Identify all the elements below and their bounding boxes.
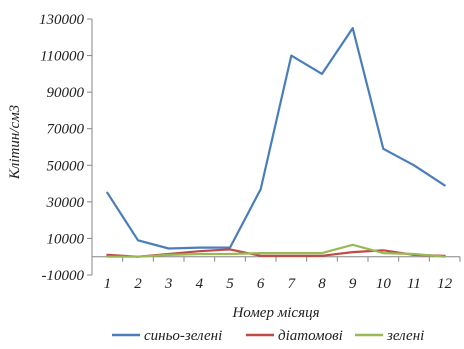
x-tick-label: 4	[196, 276, 204, 292]
legend: синьо-зелені діатомові зелені	[112, 328, 424, 344]
y-tick-label: 90000	[47, 85, 85, 101]
x-tick-label: 3	[164, 276, 173, 292]
x-tick-label: 10	[376, 276, 392, 292]
y-axis: -10000 10000 30000 50000 70000 90000 110000 130…	[39, 12, 93, 284]
x-axis-title: Номер місяця	[231, 305, 319, 321]
x-axis: 1 2 3 4 5 6 7 8 9 10 11 12	[91, 256, 461, 292]
y-tick-label: 10000	[47, 231, 85, 247]
y-tick-label: -10000	[42, 268, 85, 284]
x-tick-label: 12	[437, 276, 453, 292]
y-axis-title: Клітин/см3	[7, 105, 23, 180]
series-line-1	[106, 27, 446, 250]
legend-label: синьо-зелені	[144, 328, 222, 344]
x-tick-label: 2	[134, 276, 142, 292]
x-tick-label: 8	[318, 276, 326, 292]
y-tick-label: 110000	[40, 49, 84, 65]
legend-label: зелені	[386, 328, 424, 344]
x-tick-label: 9	[349, 276, 357, 292]
series-line-3	[106, 243, 446, 258]
x-tick-label: 1	[104, 276, 112, 292]
x-tick-label: 7	[288, 276, 297, 292]
y-tick-label: 30000	[46, 195, 85, 211]
series-lines	[106, 27, 446, 258]
x-tick-label: 6	[257, 276, 265, 292]
y-tick-label: 130000	[39, 12, 85, 28]
x-tick-label: 11	[407, 276, 421, 292]
y-tick-label: 50000	[47, 158, 85, 174]
x-tick-label: 5	[226, 276, 234, 292]
legend-label: діатомові	[278, 328, 343, 344]
y-tick-label: 70000	[47, 122, 85, 138]
